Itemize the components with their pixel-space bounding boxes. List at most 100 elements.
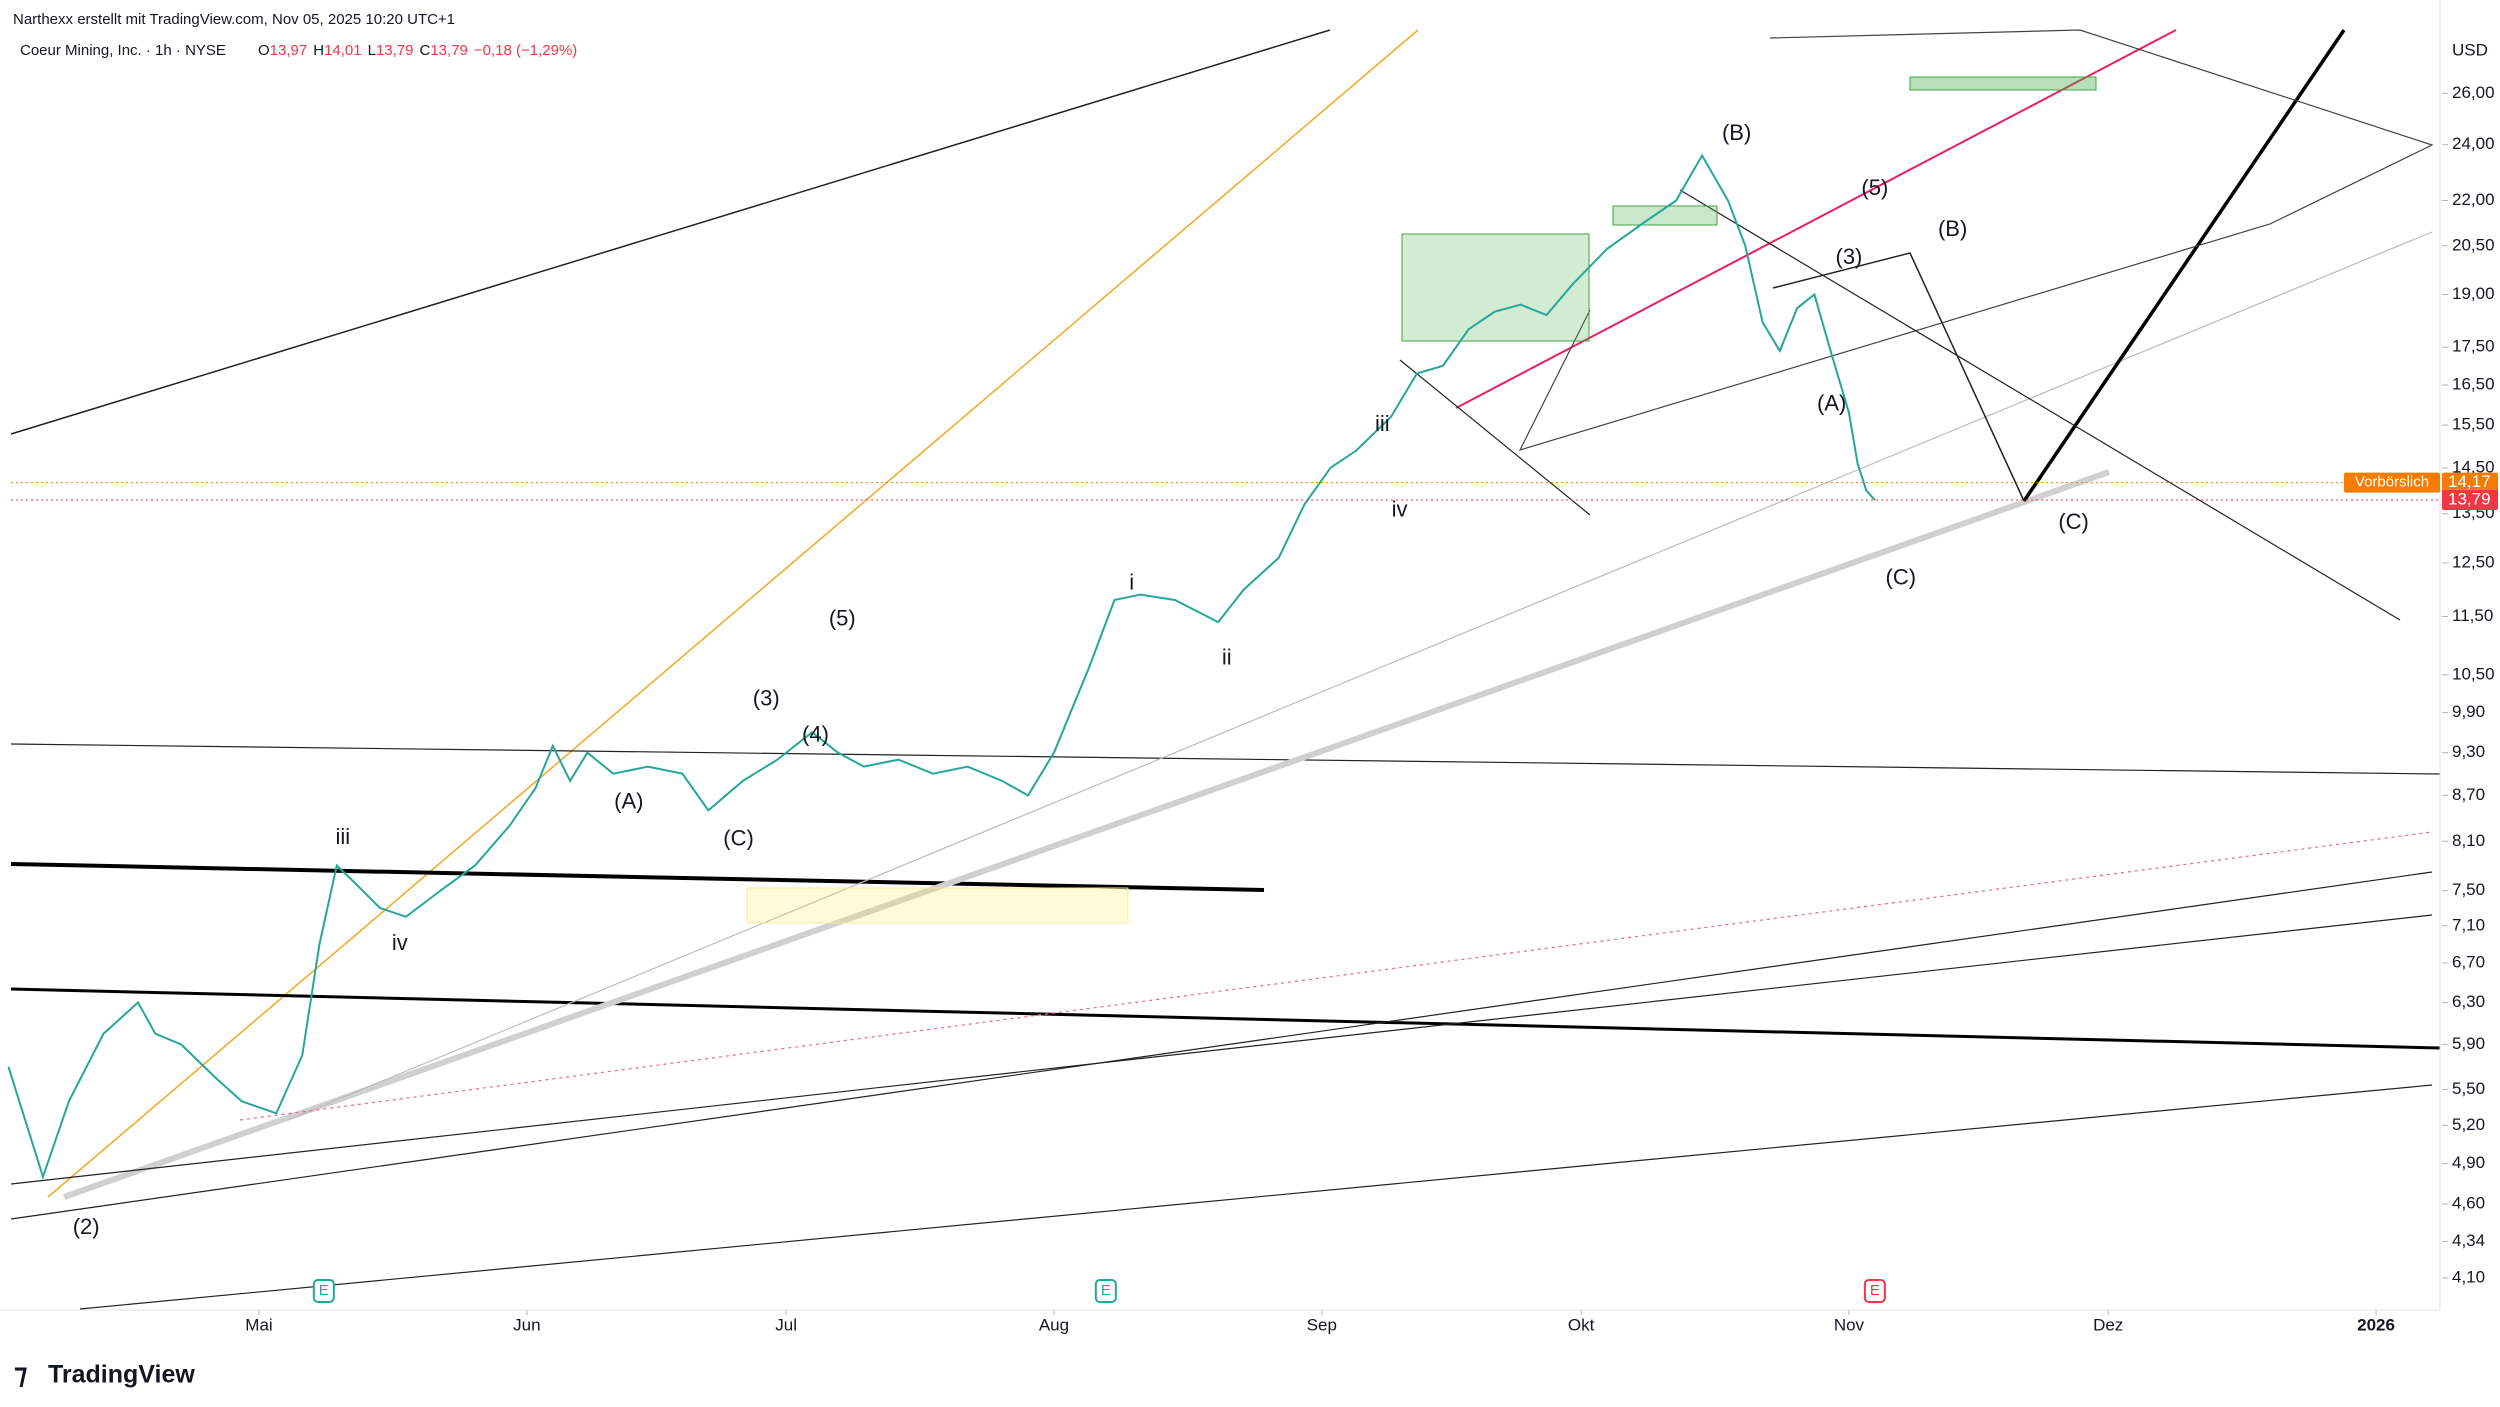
wave-label: ii — [1222, 644, 1232, 669]
y-tick-label: 10,50 — [2452, 664, 2495, 683]
y-tick-label: 15,50 — [2452, 415, 2495, 434]
credit: Narthexx erstellt mit TradingView.com, N… — [13, 11, 455, 28]
wave-label: (A) — [614, 789, 643, 814]
price-line — [7, 153, 1876, 1181]
y-tick-label: 5,20 — [2452, 1115, 2485, 1134]
y-tick-label: 4,90 — [2452, 1153, 2485, 1172]
wave-label: (2) — [73, 1214, 100, 1239]
x-tick-label: Okt — [1568, 1315, 1595, 1334]
y-tick-label: 12,50 — [2452, 553, 2495, 572]
y-tick-label: 24,00 — [2452, 134, 2495, 153]
y-tick-label: 26,00 — [2452, 83, 2495, 102]
trend-line — [10, 862, 1265, 892]
trend-line — [79, 1084, 2433, 1310]
y-tick-label: 8,10 — [2452, 831, 2485, 850]
event-label: E — [1101, 1282, 1111, 1299]
zone — [1612, 205, 1718, 226]
trend-line — [1679, 189, 2401, 621]
wave-label: (3) — [753, 686, 780, 711]
change: −0,18 (−1,29%) — [474, 42, 577, 59]
trend-line — [287, 231, 2433, 1121]
wave-label: (4) — [802, 721, 829, 746]
y-tick-label: 17,50 — [2452, 337, 2495, 356]
ohlc-key: O — [258, 42, 270, 59]
wave-label: (C) — [723, 826, 754, 851]
wave-label: iv — [1392, 497, 1408, 522]
wave-label: (B) — [1722, 120, 1751, 145]
wave-label: (B) — [1938, 216, 1967, 241]
wave-label: iii — [335, 824, 350, 849]
event-marker — [1863, 1279, 1886, 1303]
trend-line — [62, 469, 2111, 1200]
zone — [1401, 233, 1590, 342]
zone — [746, 887, 1129, 924]
wave-label: (3) — [1836, 244, 1863, 269]
price-tag-name: Vorbörslich — [2355, 474, 2429, 491]
y-tick-label: 22,00 — [2452, 190, 2495, 209]
trend-line — [239, 831, 2433, 1121]
trend-line — [47, 29, 1419, 1198]
ohlc: O13,97 H14,01 L13,79 C13,79 −0,18 (−1,29%) — [258, 42, 577, 59]
price-tag — [2442, 472, 2498, 493]
y-tick-label: 6,70 — [2452, 952, 2485, 971]
y-tick-label: 9,90 — [2452, 702, 2485, 721]
price-tag-name-bg — [2344, 472, 2440, 493]
logo-text: TradingView — [48, 1361, 195, 1389]
y-tick-label: 19,00 — [2452, 284, 2495, 303]
event-label: E — [1870, 1282, 1880, 1299]
y-tick-label: 7,50 — [2452, 880, 2485, 899]
ohlc-key: C — [420, 42, 431, 59]
price-tag — [2442, 490, 2498, 511]
wave-label: (5) — [1861, 175, 1888, 200]
x-tick-label: Nov — [1834, 1315, 1865, 1334]
logo: ⁊ TradingView — [14, 1359, 195, 1389]
price-tag-label: 13,79 — [2448, 490, 2491, 509]
trend-line — [10, 743, 2441, 775]
y-tick-label: 4,60 — [2452, 1194, 2485, 1213]
wave-label: (5) — [829, 606, 856, 631]
y-tick-label: 9,30 — [2452, 742, 2485, 761]
ohlc-key: L — [368, 42, 376, 59]
wave-label: (C) — [2058, 509, 2089, 534]
trend-line — [10, 29, 1331, 435]
logo-mark: ⁊ — [14, 1359, 27, 1389]
x-tick-label: Jun — [513, 1315, 540, 1334]
ohlc-value: 14,01 — [324, 42, 362, 59]
trend-line — [10, 914, 2433, 1185]
y-unit: USD — [2452, 40, 2488, 59]
y-tick-label: 4,34 — [2452, 1231, 2485, 1250]
ohlc-value: 13,97 — [270, 42, 308, 59]
y-tick-label: 20,50 — [2452, 235, 2495, 254]
event-marker — [312, 1279, 335, 1303]
wave-label: iv — [392, 930, 408, 955]
y-tick-label: 16,50 — [2452, 374, 2495, 393]
wave-label: iii — [1375, 411, 1390, 436]
y-tick-label: 4,10 — [2452, 1267, 2485, 1286]
event-marker — [1094, 1279, 1117, 1303]
trend-line — [10, 871, 2433, 1220]
ohlc-value: 13,79 — [376, 42, 414, 59]
symbol: Coeur Mining, Inc. · 1h · NYSE — [20, 42, 226, 59]
trend-line — [1399, 359, 1591, 516]
trend-line — [2022, 29, 2346, 502]
drawings — [10, 29, 2441, 1310]
y-tick-label: 14,50 — [2452, 457, 2495, 476]
price-tag-label: 14,17 — [2448, 472, 2491, 491]
ohlc-value: 13,79 — [430, 42, 468, 59]
wave-label: (C) — [1886, 564, 1917, 589]
y-tick-label: 5,90 — [2452, 1034, 2485, 1053]
wave-label: (A) — [1817, 391, 1846, 416]
trend-line — [10, 987, 2441, 1050]
y-tick-label: 8,70 — [2452, 785, 2485, 804]
y-tick-label: 5,50 — [2452, 1079, 2485, 1098]
x-tick-label: Jul — [775, 1315, 797, 1334]
channel — [1518, 29, 2434, 451]
x-tick-label: Sep — [1307, 1315, 1337, 1334]
x-tick-label: 2026 — [2357, 1315, 2395, 1334]
x-tick-label: Aug — [1039, 1315, 1069, 1334]
x-tick-label: Dez — [2093, 1315, 2123, 1334]
y-tick-label: 6,30 — [2452, 992, 2485, 1011]
wave-label: i — [1129, 570, 1134, 595]
